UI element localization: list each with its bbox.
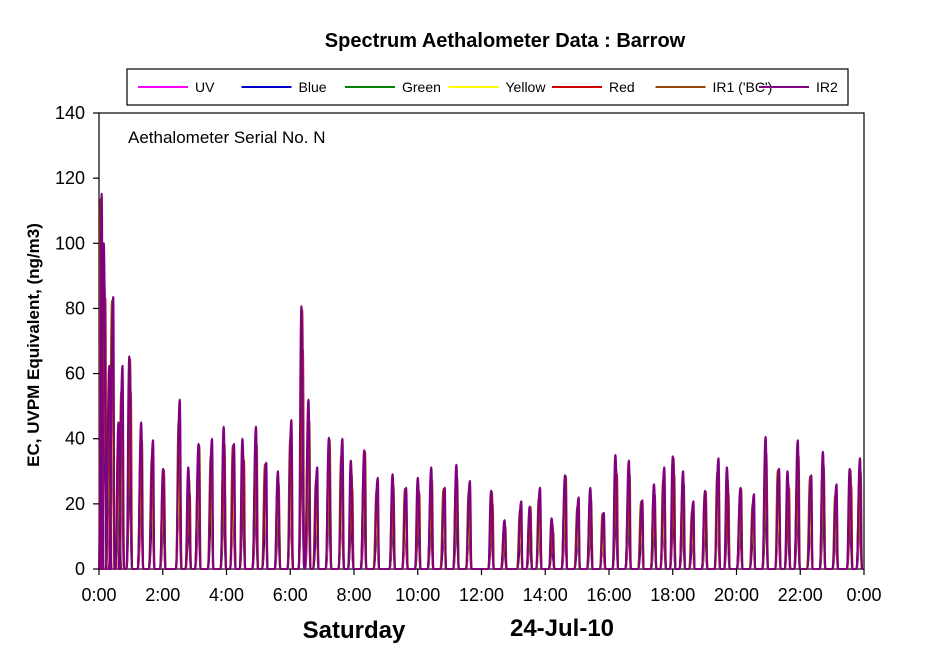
y-tick-label: 20 xyxy=(65,494,85,514)
legend: UV Blue Green Yellow Red IR1 ('BC') IR2 xyxy=(126,68,849,106)
y-tick-label: 0 xyxy=(75,559,85,579)
legend-label: IR2 xyxy=(816,79,838,95)
y-tick-label: 40 xyxy=(65,429,85,449)
y-axis: 0 20 40 60 80 100 120 140 xyxy=(55,103,99,579)
x-tick-label: 0:00 xyxy=(81,585,116,605)
legend-label: Yellow xyxy=(506,79,547,95)
x-tick-label: 6:00 xyxy=(273,585,308,605)
x-tick-label: 4:00 xyxy=(209,585,244,605)
legend-label: Green xyxy=(402,79,441,95)
series-layer xyxy=(98,192,864,570)
annotation: Aethalometer Serial No. N xyxy=(128,128,325,147)
plot-area xyxy=(98,112,865,570)
y-tick-label: 80 xyxy=(65,298,85,318)
legend-label: UV xyxy=(195,79,215,95)
x-tick-label: 20:00 xyxy=(714,585,759,605)
footer-date: 24-Jul-10 xyxy=(510,615,614,642)
x-tick-label: 22:00 xyxy=(778,585,823,605)
x-tick-label: 16:00 xyxy=(586,585,631,605)
x-tick-label: 8:00 xyxy=(336,585,371,605)
y-tick-label: 60 xyxy=(65,364,85,384)
footer-day: Saturday xyxy=(303,617,406,644)
x-tick-label: 14:00 xyxy=(523,585,568,605)
x-tick-label: 10:00 xyxy=(395,585,440,605)
x-tick-label: 0:00 xyxy=(846,585,881,605)
legend-label: Blue xyxy=(299,79,327,95)
y-axis-label: EC, UVPM Equivalent, (ng/m3) xyxy=(24,223,43,467)
x-axis: 0:00 2:00 4:00 6:00 8:00 10:00 12:00 14:00 16:00… xyxy=(81,569,882,605)
legend-label: IR1 ('BC') xyxy=(713,79,773,95)
chart-title: Spectrum Aethalometer Data : Barrow xyxy=(325,30,686,52)
series-line-ir2 xyxy=(98,192,864,570)
y-tick-label: 120 xyxy=(55,168,85,188)
x-tick-label: 18:00 xyxy=(650,585,695,605)
y-tick-label: 100 xyxy=(55,233,85,253)
x-tick-label: 12:00 xyxy=(459,585,504,605)
legend-label: Red xyxy=(609,79,635,95)
y-tick-label: 140 xyxy=(55,103,85,123)
x-tick-label: 2:00 xyxy=(145,585,180,605)
